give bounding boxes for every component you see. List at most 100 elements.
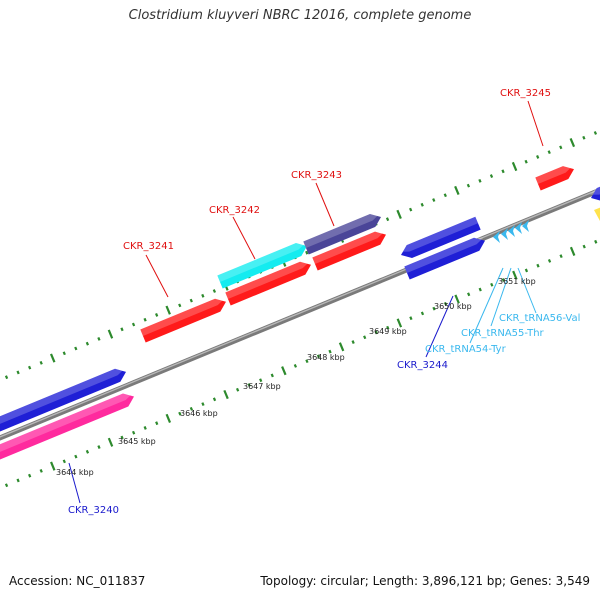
gene-callouts	[68, 100, 544, 504]
scale-tick	[85, 341, 89, 346]
scale-tick	[85, 449, 90, 454]
scale-tick	[466, 183, 471, 188]
gene-arrow-ckr-3240[interactable]	[0, 365, 129, 435]
gene-label-ckr-3242[interactable]: CKR_3242	[209, 205, 260, 216]
gene-labels[interactable]: CKR_3240 CKR_3241 CKR_3242 CKR_3243 CKR_…	[68, 88, 580, 516]
trna-arrow[interactable]	[508, 225, 515, 237]
scale-tick	[212, 397, 217, 402]
gene-arrow-blue-3-body[interactable]	[588, 182, 600, 205]
gene-label-trna56[interactable]: CKR_tRNA56-Val	[499, 313, 580, 324]
scale-tick	[524, 268, 529, 273]
gene-label-trna55[interactable]: CKR_tRNA55-Thr	[461, 328, 545, 339]
scale-tick	[120, 435, 124, 440]
gene-arrow-magenta-body[interactable]	[0, 390, 137, 463]
scale-tick	[201, 293, 205, 298]
gene-arrow-yellow[interactable]	[594, 206, 600, 221]
gene-arrow-ckr-3241[interactable]	[140, 295, 228, 343]
gene-arrow-ckr-3245-shade	[535, 165, 573, 184]
gene-label-ckr-3243[interactable]: CKR_3243	[291, 170, 342, 181]
scale-tick	[569, 246, 576, 256]
feature-track[interactable]	[0, 163, 600, 463]
scale-tick	[396, 318, 403, 328]
scale-tick	[223, 389, 229, 400]
scale-tick	[547, 150, 551, 155]
scale-tick	[165, 305, 171, 315]
gene-label-ckr-3245[interactable]: CKR_3245	[500, 88, 551, 99]
scale-tick	[178, 411, 182, 416]
gene-arrow-blue-2[interactable]	[404, 234, 487, 280]
gene-label-trna54[interactable]: CKR_tRNA54-Tyr	[425, 344, 507, 355]
scale-tick	[259, 378, 263, 383]
gene-arrow-slate-body[interactable]	[303, 211, 383, 255]
gene-label-ckr-3244[interactable]: CKR_3244	[397, 360, 448, 371]
scale-tick	[178, 303, 182, 308]
scale-tick	[432, 198, 436, 202]
scale-tick	[39, 469, 43, 473]
gene-arrow-cyan[interactable]	[217, 240, 309, 289]
trna-arrow[interactable]	[501, 228, 508, 240]
scale-tick	[143, 317, 147, 322]
callout-line	[425, 295, 454, 358]
gene-arrow-red-2-body[interactable]	[225, 258, 313, 306]
scale-tick	[443, 193, 447, 198]
gene-arrow-slate[interactable]	[303, 211, 383, 255]
trna-arrow[interactable]	[493, 231, 500, 243]
gene-arrow-ckr-3240-body[interactable]	[0, 365, 129, 435]
scale-tick	[547, 259, 552, 263]
callout-line	[145, 254, 169, 298]
gene-arrow-red-2[interactable]	[225, 258, 313, 306]
scale-tick	[511, 161, 518, 172]
gene-arrow-blue-2-body[interactable]	[404, 234, 487, 280]
gene-label-ckr-3240[interactable]: CKR_3240	[68, 505, 119, 516]
gene-arrow-cyan-body[interactable]	[217, 240, 309, 289]
gene-arrow-ckr-3240-shade	[0, 368, 125, 428]
scale-tick	[467, 292, 471, 297]
scale-tick	[74, 346, 78, 351]
scale-tick	[247, 383, 251, 387]
gene-arrow-ckr-3245[interactable]	[535, 163, 576, 191]
trna-cluster[interactable]	[493, 220, 529, 243]
scale-tick	[97, 445, 101, 449]
gene-arrow-red-2-shade	[225, 261, 310, 299]
scale-tick	[454, 185, 460, 196]
callout-line	[315, 182, 335, 227]
scale-tick	[16, 370, 20, 375]
gene-arrow-magenta-shade	[0, 393, 133, 456]
scale-tick	[305, 359, 309, 364]
trna-arrow[interactable]	[522, 220, 529, 232]
callout-line	[469, 267, 504, 344]
gene-arrow-ckr-3244[interactable]	[398, 216, 481, 262]
gene-arrow-ckr-3244-body[interactable]	[398, 216, 481, 262]
callout-line	[490, 267, 512, 327]
scale-tick	[559, 145, 563, 150]
scale-tick	[432, 306, 436, 311]
gene-arrow-ckr-3243-shade	[312, 231, 385, 264]
scale-tick	[316, 354, 321, 359]
gene-arrow-magenta[interactable]	[0, 390, 137, 463]
scale-tick	[489, 174, 494, 178]
scale-tick	[478, 178, 482, 183]
scale-tick	[165, 413, 172, 423]
scale-tick	[593, 131, 598, 135]
scale-tick	[131, 322, 136, 327]
gene-arrow-ckr-3245-body[interactable]	[535, 163, 576, 191]
scale-tick	[4, 483, 9, 488]
gene-arrow-ckr-3243-body[interactable]	[312, 228, 388, 271]
scale-tick	[501, 278, 505, 282]
gene-arrow-ckr-3244-shade	[399, 216, 479, 252]
trna-arrow[interactable]	[515, 222, 522, 234]
scale-tick	[270, 373, 274, 378]
scale-tick	[512, 270, 518, 280]
gene-arrow-ckr-3243[interactable]	[312, 228, 388, 271]
scale-tick	[74, 454, 78, 459]
kbp-label: 3651 kbp	[498, 277, 536, 286]
kbp-scale-labels: 3644 kbp 3645 kbp 3646 kbp 3647 kbp 3648…	[56, 277, 536, 477]
gene-arrow-ckr-3241-body[interactable]	[140, 295, 228, 343]
scale-tick	[305, 250, 309, 255]
gene-arrow-blue-3[interactable]	[588, 182, 600, 205]
scale-tick	[97, 337, 101, 341]
callout-line	[68, 462, 81, 504]
scale-tick	[338, 342, 345, 352]
gene-label-ckr-3241[interactable]: CKR_3241	[123, 241, 174, 252]
